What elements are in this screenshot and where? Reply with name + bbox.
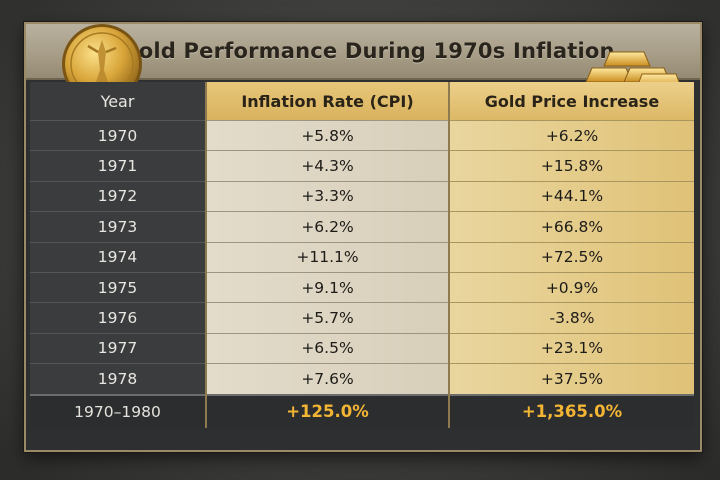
gold-cell: +0.9% — [448, 271, 694, 303]
year-cell: 1974 — [30, 241, 206, 273]
table-row: 1973 +6.2% +66.8% — [30, 211, 694, 243]
data-table: Year Inflation Rate (CPI) Gold Price Inc… — [30, 82, 694, 428]
cpi-cell: +3.3% — [205, 180, 449, 212]
gold-cell: +72.5% — [448, 241, 694, 273]
table-row: 1977 +6.5% +23.1% — [30, 332, 694, 364]
total-row: 1970–1980 +125.0% +1,365.0% — [30, 393, 694, 428]
gold-cell: +15.8% — [448, 150, 694, 182]
cpi-cell: +6.2% — [205, 211, 449, 243]
table-row: 1976 +5.7% -3.8% — [30, 302, 694, 334]
cpi-cell: +5.7% — [205, 302, 449, 334]
year-cell: 1973 — [30, 211, 206, 243]
table-row: 1970 +5.8% +6.2% — [30, 119, 694, 151]
column-header-gold: Gold Price Increase — [448, 82, 694, 121]
cpi-cell: +6.5% — [205, 332, 449, 364]
table-row: 1978 +7.6% +37.5% — [30, 363, 694, 395]
header-row: Year Inflation Rate (CPI) Gold Price Inc… — [30, 82, 694, 121]
gold-cell: -3.8% — [448, 302, 694, 334]
cpi-cell: +7.6% — [205, 363, 449, 395]
total-cpi-cell: +125.0% — [205, 393, 449, 428]
table-row: 1975 +9.1% +0.9% — [30, 271, 694, 303]
table-panel: Gold Performance During 1970s Inflation — [24, 22, 702, 452]
column-header-cpi: Inflation Rate (CPI) — [205, 82, 449, 121]
year-cell: 1975 — [30, 271, 206, 303]
table-row: 1974 +11.1% +72.5% — [30, 241, 694, 273]
total-year-cell: 1970–1980 — [30, 393, 206, 428]
table-row: 1972 +3.3% +44.1% — [30, 180, 694, 212]
year-cell: 1970 — [30, 119, 206, 151]
cpi-cell: +5.8% — [205, 119, 449, 151]
page-title: Gold Performance During 1970s Inflation — [121, 39, 615, 63]
total-gold-cell: +1,365.0% — [448, 393, 694, 428]
year-cell: 1971 — [30, 150, 206, 182]
gold-cell: +37.5% — [448, 363, 694, 395]
cpi-cell: +4.3% — [205, 150, 449, 182]
gold-cell: +66.8% — [448, 211, 694, 243]
gold-cell: +6.2% — [448, 119, 694, 151]
cpi-cell: +11.1% — [205, 241, 449, 273]
gold-cell: +23.1% — [448, 332, 694, 364]
year-cell: 1972 — [30, 180, 206, 212]
year-cell: 1978 — [30, 363, 206, 395]
cpi-cell: +9.1% — [205, 271, 449, 303]
column-header-year: Year — [30, 82, 206, 121]
year-cell: 1977 — [30, 332, 206, 364]
gold-cell: +44.1% — [448, 180, 694, 212]
year-cell: 1976 — [30, 302, 206, 334]
table-row: 1971 +4.3% +15.8% — [30, 150, 694, 182]
